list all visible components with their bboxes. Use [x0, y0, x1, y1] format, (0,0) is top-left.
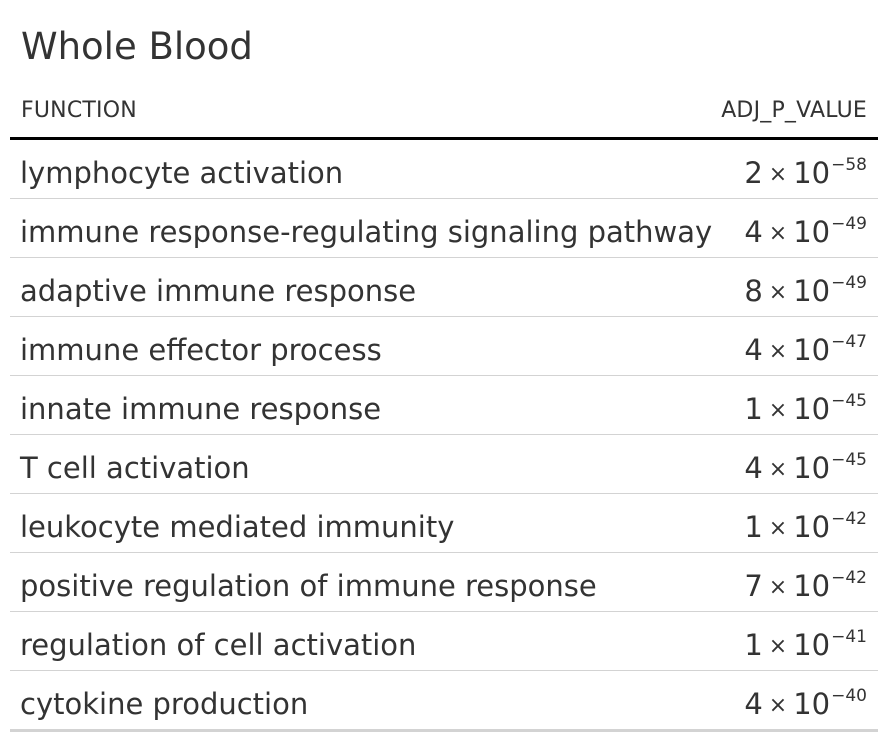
p-exponent: −42 [831, 568, 867, 588]
adj-p-value-cell: 4 × 10−40 [744, 686, 867, 726]
p-exponent: −49 [831, 273, 867, 293]
p-mantissa: 1 [744, 510, 763, 544]
adj-p-value-cell: 4 × 10−47 [744, 332, 867, 372]
p-mantissa: 1 [744, 392, 763, 426]
table-row: lymphocyte activation 2 × 10−58 [10, 140, 878, 199]
p-base: 10 [793, 687, 831, 721]
table-row: leukocyte mediated immunity 1 × 10−42 [10, 494, 878, 553]
times-sign: × [768, 634, 788, 659]
p-exponent: −40 [831, 686, 867, 706]
table-header: FUNCTION ADJ_P_VALUE [10, 92, 878, 140]
times-sign: × [768, 516, 788, 541]
column-header-function: FUNCTION [21, 98, 137, 123]
adj-p-value-cell: 7 × 10−42 [744, 568, 867, 608]
times-sign: × [768, 575, 788, 600]
p-base: 10 [793, 451, 831, 485]
times-sign: × [768, 457, 788, 482]
p-base: 10 [793, 274, 831, 308]
p-base: 10 [793, 392, 831, 426]
p-mantissa: 1 [744, 628, 763, 662]
p-mantissa: 8 [744, 274, 763, 308]
table-row: immune response-regulating signaling pat… [10, 199, 878, 258]
p-mantissa: 4 [744, 215, 763, 249]
p-base: 10 [793, 510, 831, 544]
p-exponent: −49 [831, 214, 867, 234]
p-mantissa: 4 [744, 333, 763, 367]
adj-p-value-cell: 1 × 10−42 [744, 509, 867, 549]
p-exponent: −42 [831, 509, 867, 529]
p-mantissa: 7 [744, 569, 763, 603]
p-mantissa: 2 [744, 156, 763, 190]
function-cell: T cell activation [20, 451, 250, 485]
table-row: adaptive immune response 8 × 10−49 [10, 258, 878, 317]
p-exponent: −47 [831, 332, 867, 352]
p-exponent: −58 [831, 155, 867, 175]
function-cell: leukocyte mediated immunity [20, 510, 455, 544]
column-header-adj-p-value: ADJ_P_VALUE [721, 98, 867, 123]
adj-p-value-cell: 1 × 10−41 [744, 627, 867, 667]
table-row: regulation of cell activation 1 × 10−41 [10, 612, 878, 671]
p-exponent: −41 [831, 627, 867, 647]
p-base: 10 [793, 569, 831, 603]
p-base: 10 [793, 215, 831, 249]
table-row: T cell activation 4 × 10−45 [10, 435, 878, 494]
adj-p-value-cell: 4 × 10−49 [744, 214, 867, 254]
times-sign: × [768, 398, 788, 423]
adj-p-value-cell: 1 × 10−45 [744, 391, 867, 431]
p-base: 10 [793, 156, 831, 190]
p-exponent: −45 [831, 391, 867, 411]
adj-p-value-cell: 4 × 10−45 [744, 450, 867, 490]
table-title: Whole Blood [21, 25, 253, 68]
p-mantissa: 4 [744, 451, 763, 485]
function-cell: innate immune response [20, 392, 382, 426]
function-cell: regulation of cell activation [20, 628, 417, 662]
times-sign: × [768, 280, 788, 305]
function-cell: immune response-regulating signaling pat… [20, 215, 713, 249]
p-base: 10 [793, 628, 831, 662]
table-body: lymphocyte activation 2 × 10−58 immune res… [10, 140, 878, 732]
table-row: immune effector process 4 × 10−47 [10, 317, 878, 376]
times-sign: × [768, 162, 788, 187]
times-sign: × [768, 339, 788, 364]
function-cell: cytokine production [20, 687, 309, 721]
times-sign: × [768, 693, 788, 718]
table-row: cytokine production 4 × 10−40 [10, 671, 878, 732]
p-base: 10 [793, 333, 831, 367]
adj-p-value-cell: 2 × 10−58 [744, 155, 867, 195]
table-row: positive regulation of immune response 7… [10, 553, 878, 612]
function-cell: immune effector process [20, 333, 382, 367]
p-exponent: −45 [831, 450, 867, 470]
adj-p-value-cell: 8 × 10−49 [744, 273, 867, 313]
function-cell: lymphocyte activation [20, 156, 344, 190]
p-mantissa: 4 [744, 687, 763, 721]
function-cell: positive regulation of immune response [20, 569, 597, 603]
function-cell: adaptive immune response [20, 274, 417, 308]
times-sign: × [768, 221, 788, 246]
table-row: innate immune response 1 × 10−45 [10, 376, 878, 435]
